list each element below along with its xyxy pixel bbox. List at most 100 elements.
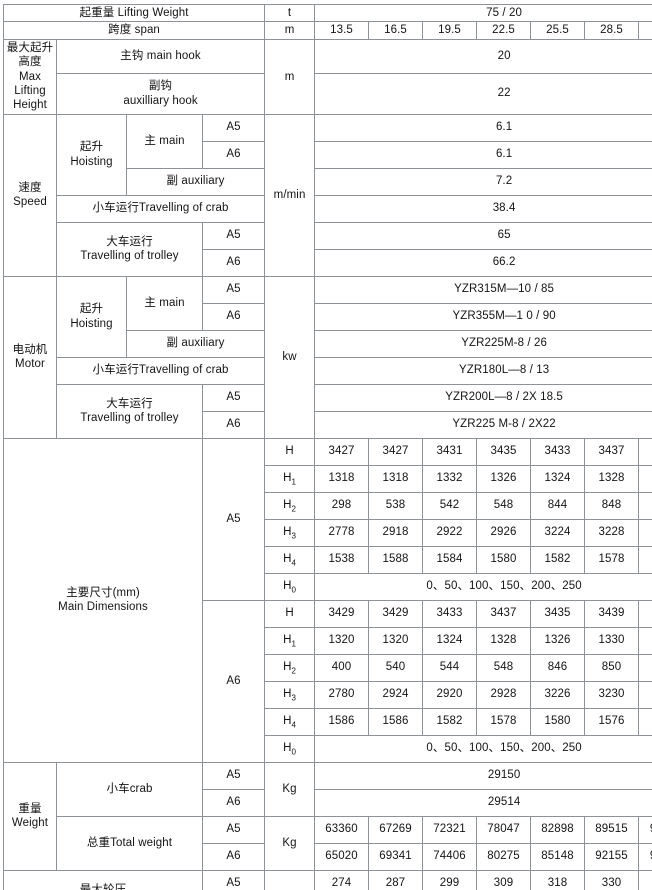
main-hook-label: 主钩 main hook — [55, 38, 266, 74]
dim-value: 548 — [476, 653, 532, 682]
dim-value: 298 — [314, 491, 370, 520]
lifting-weight-value: 75 / 20 — [314, 3, 652, 23]
dim-row-label: H1 — [264, 626, 316, 655]
speed-main-a6-value: 6.1 — [314, 140, 652, 169]
table-row-motor-trolley-a6: A6 YZR225 M-8 / 2X22 — [4, 410, 652, 439]
max-lifting-height-unit: m — [264, 38, 316, 115]
motor-crab-label: 小车运行Travelling of crab — [55, 356, 266, 385]
dim-value: 3224 — [530, 518, 586, 547]
weight-total-value: 78047 — [476, 815, 532, 844]
wheel-pressure-unit: KN — [264, 869, 316, 890]
dim-value: 2920 — [422, 680, 478, 709]
dim-value: 3429 — [314, 599, 370, 628]
motor-aux-value: YZR225M-8 / 26 — [314, 329, 652, 358]
dim-value: 1588 — [368, 545, 424, 574]
motor-aux-label: 副 auxiliary — [125, 329, 266, 358]
dim-value: 3435 — [476, 437, 532, 466]
motor-main-a6-value: YZR355M—1 0 / 90 — [314, 302, 652, 331]
table-row-speed-trolley-a5: 大车运行 Travelling of trolley A5 65 — [4, 221, 652, 277]
weight-total-value: 65020 — [314, 842, 370, 871]
dim-value: 2924 — [368, 680, 424, 709]
weight-total-grade-a5: A5 — [201, 815, 266, 844]
dim-value: 844 — [530, 491, 586, 520]
dim-row-label: H3 — [264, 518, 316, 547]
speed-main-grade-a5: A5 — [201, 113, 266, 142]
speed-aux-value: 7.2 — [314, 167, 652, 196]
crane-specification-table: 起重量 Lifting Weight t 75 / 20 跨度 span m 1… — [2, 3, 652, 890]
main-hook-height-value: 20 — [314, 38, 652, 74]
speed-hoisting-label: 起升 Hoisting — [56, 113, 127, 196]
weight-crab-label: 小车crab — [56, 761, 203, 817]
speed-trolley-label: 大车运行 Travelling of trolley — [56, 221, 203, 277]
dim-row-label: H — [264, 599, 316, 628]
dim-value: 1578 — [584, 545, 640, 574]
speed-trolley-a6-value: 66.2 — [314, 248, 652, 277]
dim-value: 1580 — [530, 707, 586, 736]
dim-row-label: H — [264, 437, 316, 466]
speed-crab-label: 小车运行Travelling of crab — [55, 194, 266, 223]
span-value: 31.5 — [638, 21, 652, 40]
dim-value: 542 — [422, 491, 478, 520]
table-row-dim-a6-h0: H0 0、50、100、150、200、250 — [4, 734, 652, 763]
weight-total-value: 82898 — [530, 815, 586, 844]
motor-trolley-a5-value: YZR200L—8 / 2X 18.5 — [314, 383, 652, 412]
dim-value: 1330 — [638, 464, 652, 493]
span-value: 19.5 — [422, 21, 478, 40]
aux-hook-label: 副钩 auxilliary hook — [55, 72, 266, 115]
motor-unit: kw — [264, 275, 316, 439]
span-value: 13.5 — [314, 21, 370, 40]
max-lifting-height-label: 最大起升高度 Max Lifting Height — [3, 38, 57, 115]
motor-trolley-grade-a6: A6 — [201, 410, 266, 439]
dim-value: 1332 — [638, 626, 652, 655]
dim-value: 1576 — [638, 545, 652, 574]
dim-value: 1328 — [584, 464, 640, 493]
dim-value: 3433 — [422, 599, 478, 628]
speed-main-grade-a6: A6 — [201, 140, 266, 169]
dim-value: 1538 — [314, 545, 370, 574]
table-row-aux-hook-height: 副钩 auxilliary hook 22 — [4, 72, 652, 115]
dim-value: 548 — [476, 491, 532, 520]
dim-value: 1586 — [314, 707, 370, 736]
wheel-pressure-value: 330 — [584, 869, 640, 890]
dim-value: 1582 — [422, 707, 478, 736]
wheel-pressure-label: 最大轮压 Max. wheel pressure — [3, 869, 203, 890]
table-row-motor-main-a6: A6 YZR355M—1 0 / 90 — [4, 302, 652, 331]
dim-grade-a5: A5 — [201, 437, 266, 601]
table-row-dim-a5-h3: H3 2778 2918 2922 2926 3224 3228 3230 — [4, 518, 652, 547]
table-row-span: 跨度 span m 13.5 16.5 19.5 22.5 25.5 28.5 … — [2, 21, 652, 40]
table-row-motor-trolley-a5: 大车运行 Travelling of trolley A5 YZR200L—8 … — [4, 383, 652, 439]
table-row-motor-main-a5: 电动机 Motor 起升 Hoisting 主 main A5 kw YZR31… — [3, 275, 652, 439]
weight-total-grade-a6: A6 — [201, 842, 266, 871]
motor-main-grade-a6: A6 — [201, 302, 266, 331]
weight-crab-grade-a6: A6 — [201, 788, 266, 817]
dim-value: 3433 — [530, 437, 586, 466]
dim-value: 1582 — [530, 545, 586, 574]
table-row-dim-a5-h1: H1 1318 1318 1332 1326 1324 1328 1330 — [4, 464, 652, 493]
speed-aux-label: 副 auxiliary — [125, 167, 266, 196]
dim-value: 1326 — [530, 626, 586, 655]
dim-value: 3232 — [638, 680, 652, 709]
motor-trolley-grade-a5: A5 — [201, 383, 266, 412]
weight-total-value: 80275 — [476, 842, 532, 871]
dim-h0-value: 0、50、100、150、200、250 — [314, 734, 652, 763]
weight-total-label: 总重Total weight — [56, 815, 203, 871]
table-row-dim-a6-h3: H3 2780 2924 2920 2928 3226 3230 3232 — [4, 680, 652, 709]
dim-value: 2780 — [314, 680, 370, 709]
table-row-speed-main-a5: 速度 Speed 起升 Hoisting 主 main A5 m/min 6.1 — [3, 113, 652, 277]
dim-value: 1586 — [368, 707, 424, 736]
table-row-motor-aux: 副 auxiliary YZR225M-8 / 26 — [4, 329, 652, 358]
dim-row-label: H0 — [264, 734, 316, 763]
weight-total-value: 69341 — [368, 842, 424, 871]
dim-value: 1324 — [422, 626, 478, 655]
motor-trolley-label: 大车运行 Travelling of trolley — [56, 383, 203, 439]
weight-label: 重量 Weight — [3, 761, 57, 871]
weight-total-value: 63360 — [314, 815, 370, 844]
dim-row-label: H4 — [264, 545, 316, 574]
weight-total-value: 95548 — [638, 815, 652, 844]
dim-value: 1584 — [422, 545, 478, 574]
dim-value: 1324 — [530, 464, 586, 493]
weight-total-value: 72321 — [422, 815, 478, 844]
wheel-pressure-value: 274 — [314, 869, 370, 890]
dim-grade-a6: A6 — [201, 599, 266, 763]
dim-value: 538 — [368, 491, 424, 520]
